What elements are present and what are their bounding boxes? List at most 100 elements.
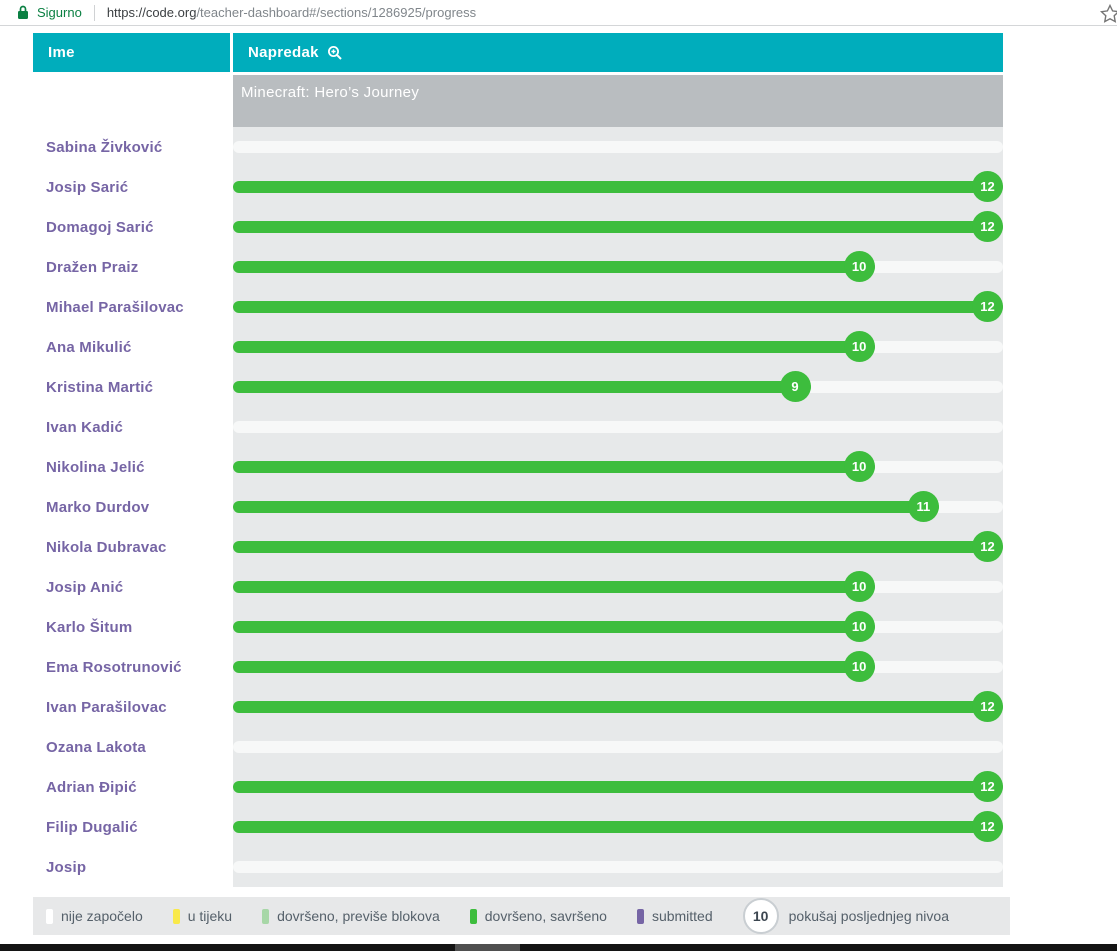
progress-track[interactable]: [233, 861, 1003, 873]
student-name: Josip Anić: [33, 567, 233, 607]
progress-fill[interactable]: [233, 541, 1003, 553]
student-row: Dražen Praiz 10: [33, 247, 1003, 287]
student-name: Ivan Kadić: [33, 407, 233, 447]
student-row: Adrian Đipić 12: [33, 767, 1003, 807]
bottom-bar-thumb[interactable]: [455, 944, 520, 951]
level-badge[interactable]: 12: [972, 211, 1003, 242]
level-badge[interactable]: 11: [907, 491, 939, 522]
progress-track[interactable]: [233, 221, 1003, 233]
progress-fill[interactable]: [233, 781, 1003, 793]
level-badge[interactable]: 12: [972, 531, 1003, 562]
student-rows: Sabina Živković Josip Sarić 12 Domagoj Sari…: [33, 127, 1003, 887]
progress-fill[interactable]: [233, 301, 1003, 313]
level-badge[interactable]: 9: [779, 371, 811, 402]
progress-fill[interactable]: [233, 221, 1003, 233]
legend-swatch: [262, 908, 270, 924]
progress-track[interactable]: [233, 141, 1003, 153]
progress-fill[interactable]: [233, 661, 875, 673]
level-badge[interactable]: 10: [843, 651, 875, 682]
level-badge[interactable]: 12: [972, 171, 1003, 202]
progress-fill[interactable]: [233, 181, 1003, 193]
course-title-header[interactable]: Minecraft: Hero’s Journey: [233, 75, 1003, 127]
student-name: Kristina Martić: [33, 367, 233, 407]
legend-label: dovršeno, savršeno: [484, 908, 607, 924]
legend-item: u tijeku: [172, 908, 232, 924]
level-badge[interactable]: 12: [972, 291, 1003, 322]
student-name: Filip Dugalić: [33, 807, 233, 847]
progress-fill[interactable]: [233, 461, 875, 473]
progress-track[interactable]: [233, 541, 1003, 553]
progress-fill[interactable]: [233, 341, 875, 353]
level-badge[interactable]: 10: [843, 571, 875, 602]
student-row: Sabina Živković: [33, 127, 1003, 167]
bookmark-star-icon[interactable]: [1099, 3, 1117, 28]
progress-cell: 12: [233, 767, 1003, 807]
legend-item: dovršeno, previše blokova: [262, 908, 440, 924]
security-label[interactable]: Sigurno: [37, 5, 82, 20]
student-name: Adrian Đipić: [33, 767, 233, 807]
progress-cell: 12: [233, 287, 1003, 327]
progress-fill[interactable]: [233, 501, 939, 513]
student-name: Ivan Parašilovac: [33, 687, 233, 727]
student-row: Ivan Parašilovac 12: [33, 687, 1003, 727]
name-header-label: Ime: [48, 44, 75, 61]
student-name: Nikolina Jelić: [33, 447, 233, 487]
progress-cell: 10: [233, 647, 1003, 687]
progress-cell: [233, 407, 1003, 447]
progress-track[interactable]: [233, 781, 1003, 793]
student-row: Ivan Kadić: [33, 407, 1003, 447]
student-name: Josip: [33, 847, 233, 887]
progress-track[interactable]: [233, 501, 1003, 513]
progress-cell: [233, 847, 1003, 887]
progress-cell: 10: [233, 247, 1003, 287]
progress-fill[interactable]: [233, 621, 875, 633]
progress-track[interactable]: [233, 661, 1003, 673]
student-name: Ana Mikulić: [33, 327, 233, 367]
student-name: Marko Durdov: [33, 487, 233, 527]
progress-track[interactable]: [233, 381, 1003, 393]
legend-item: dovršeno, savršeno: [469, 908, 607, 924]
student-name: Ema Rosotrunović: [33, 647, 233, 687]
level-badge[interactable]: 12: [972, 771, 1003, 802]
legend-label: dovršeno, previše blokova: [277, 908, 440, 924]
url-text[interactable]: https://code.org/teacher-dashboard#/sect…: [107, 5, 476, 20]
student-name: Mihael Parašilovac: [33, 287, 233, 327]
level-badge[interactable]: 10: [843, 451, 875, 482]
level-badge[interactable]: 10: [843, 611, 875, 642]
progress-fill[interactable]: [233, 821, 1003, 833]
progress-track[interactable]: [233, 621, 1003, 633]
student-name: Domagoj Sarić: [33, 207, 233, 247]
level-badge[interactable]: 10: [843, 331, 875, 362]
progress-cell: 11: [233, 487, 1003, 527]
progress-track[interactable]: [233, 261, 1003, 273]
student-row: Josip Anić 10: [33, 567, 1003, 607]
progress-fill[interactable]: [233, 381, 811, 393]
progress-track[interactable]: [233, 821, 1003, 833]
level-badge[interactable]: 12: [972, 691, 1003, 722]
student-row: Ozana Lakota: [33, 727, 1003, 767]
progress-track[interactable]: [233, 581, 1003, 593]
column-header-name: Ime: [33, 33, 230, 72]
progress-track[interactable]: [233, 701, 1003, 713]
progress-cell: 12: [233, 807, 1003, 847]
student-row: Ema Rosotrunović 10: [33, 647, 1003, 687]
student-name: Nikola Dubravac: [33, 527, 233, 567]
progress-track[interactable]: [233, 301, 1003, 313]
progress-cell: 10: [233, 327, 1003, 367]
secure-lock-icon[interactable]: [17, 5, 29, 20]
progress-fill[interactable]: [233, 581, 875, 593]
student-row: Josip: [33, 847, 1003, 887]
student-row: Ana Mikulić 10: [33, 327, 1003, 367]
progress-track[interactable]: [233, 461, 1003, 473]
level-badge[interactable]: 10: [843, 251, 875, 282]
progress-track[interactable]: [233, 421, 1003, 433]
student-row: Nikola Dubravac 12: [33, 527, 1003, 567]
progress-fill[interactable]: [233, 701, 1003, 713]
progress-track[interactable]: [233, 741, 1003, 753]
progress-track[interactable]: [233, 181, 1003, 193]
progress-fill[interactable]: [233, 261, 875, 273]
zoom-in-icon[interactable]: [327, 45, 343, 61]
level-badge[interactable]: 12: [972, 811, 1003, 842]
progress-track[interactable]: [233, 341, 1003, 353]
